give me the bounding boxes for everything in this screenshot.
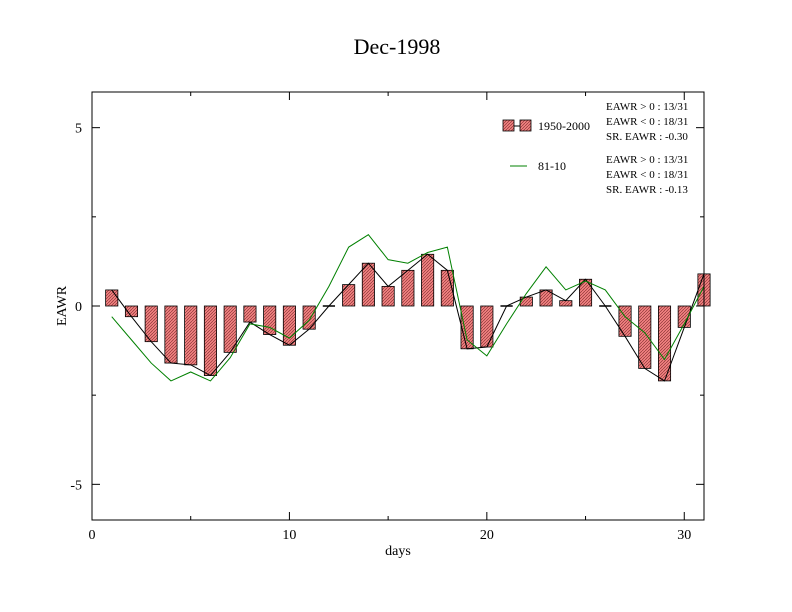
bar-day-13	[342, 284, 356, 307]
bar-day-28	[638, 305, 652, 369]
y-tick-label--5: -5	[70, 478, 82, 493]
legend-bar-swatch-2	[519, 119, 532, 132]
legend-bar-swatch	[502, 119, 515, 132]
series-line-81-10	[111, 234, 705, 382]
bar-day-1	[105, 289, 119, 307]
y-tick-label-0: 0	[75, 300, 82, 315]
bar-day-20	[480, 305, 494, 348]
bar-day-14	[361, 262, 375, 307]
chart-title: Dec-1998	[354, 34, 441, 59]
bar-day-5	[184, 305, 198, 366]
x-tick-label-0: 0	[89, 528, 96, 543]
y-tick-label-5: 5	[75, 122, 82, 137]
x-tick-label-10: 10	[282, 528, 296, 543]
series-line-1950-2000	[111, 253, 705, 382]
stats-1-sr: SR. EAWR : -0.30	[606, 131, 688, 143]
bar-day-19	[460, 305, 474, 350]
stats-2-positive: EAWR > 0 : 13/31	[606, 154, 688, 166]
bar-day-17	[421, 253, 435, 307]
stats-1-positive: EAWR > 0 : 13/31	[606, 101, 688, 113]
stats-2-sr: SR. EAWR : -0.13	[606, 184, 688, 196]
bar-day-16	[401, 269, 415, 307]
bar-day-10	[282, 305, 296, 346]
y-axis-label: EAWR	[55, 285, 70, 326]
plot-area	[105, 234, 711, 382]
x-tick-label-30: 30	[677, 528, 691, 543]
bar-day-24	[559, 300, 573, 307]
x-tick-label-20: 20	[480, 528, 494, 543]
stats-2-negative: EAWR < 0 : 18/31	[606, 169, 688, 181]
bar-day-4	[164, 305, 178, 364]
bar-day-22	[519, 296, 533, 307]
bar-day-15	[381, 285, 395, 307]
x-axis-label: days	[385, 544, 411, 559]
bar-day-8	[243, 305, 257, 323]
axes: 0 10 20 30 -5 0 5	[70, 92, 704, 543]
legend-label-1950-2000: 1950-2000	[538, 119, 590, 133]
legend: 1950-2000 81-10 EAWR > 0 : 13/31 EAWR < …	[502, 101, 688, 196]
bar-day-6	[203, 305, 217, 376]
bar-day-11	[302, 305, 316, 330]
legend-label-81-10: 81-10	[538, 159, 566, 173]
stats-1-negative: EAWR < 0 : 18/31	[606, 116, 688, 128]
